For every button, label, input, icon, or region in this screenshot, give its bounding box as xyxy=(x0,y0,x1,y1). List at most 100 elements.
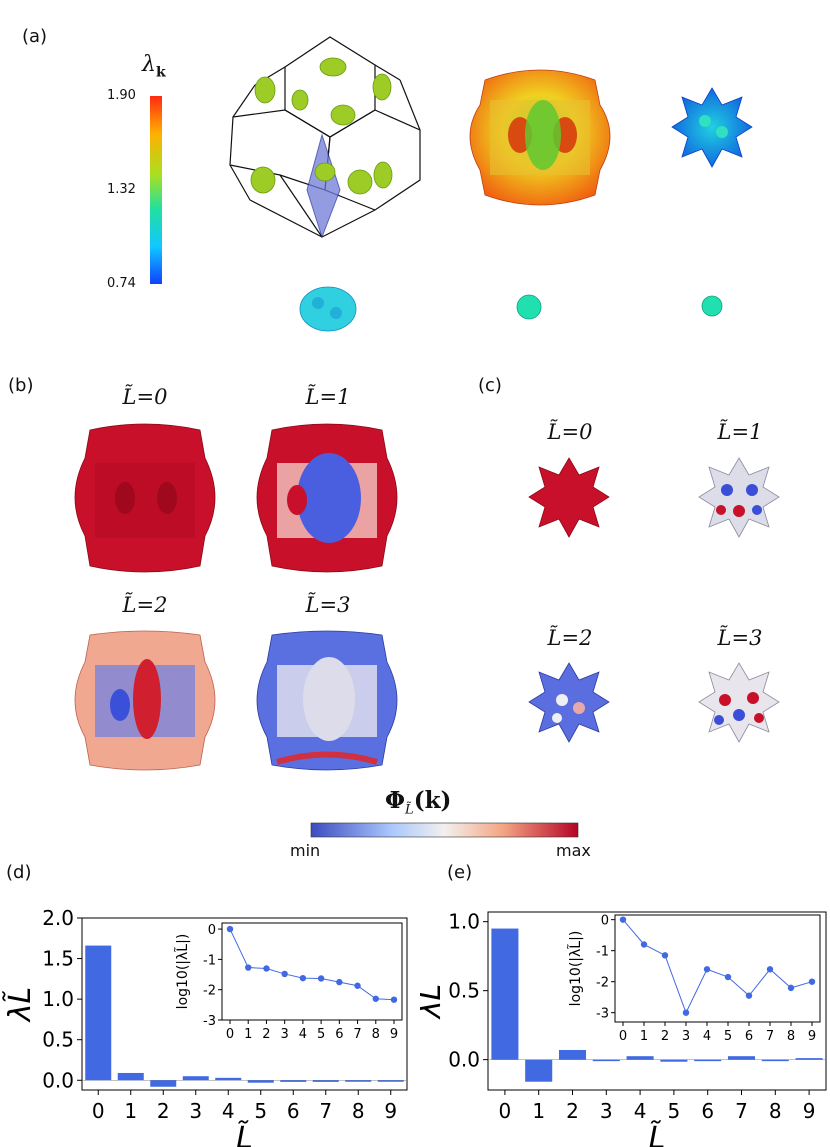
panel-b-title-1: L̃=1 xyxy=(305,385,351,409)
chart-e-inset-line xyxy=(622,919,813,1014)
chart-e-xtick-label: 3 xyxy=(600,1099,613,1123)
chart-e: 0.00.51.00 1 2 3 4 5 6 7 8 9λL̃L̃0-1-2-30 1 2 3 4 5 6 7 8… xyxy=(420,910,827,1147)
chart-e-inset-xtick-label: 5 xyxy=(724,1029,732,1044)
brillouin-zone xyxy=(229,36,421,239)
chart-e-inset-point-4 xyxy=(703,966,711,973)
chart-d-inset-xtick-label: 6 xyxy=(335,1027,343,1042)
cb-tick-bottom: 0.74 xyxy=(107,276,136,291)
lambda-colorbar xyxy=(150,96,162,284)
chart-d-bar-3 xyxy=(182,1076,209,1081)
chart-e-inset-xtick-label: 2 xyxy=(661,1029,669,1044)
chart-e-inset-xtick-label: 1 xyxy=(640,1029,648,1044)
chart-e-inset-point-5 xyxy=(724,973,732,981)
phi-colorbar-max: max xyxy=(556,841,591,860)
chart-e-bar-7 xyxy=(727,1056,756,1060)
phi-colorbar-label: ΦL̃(k) xyxy=(385,787,452,818)
chart-d-bar-0 xyxy=(85,945,112,1081)
chart-d-inset-line xyxy=(229,928,395,1001)
chart-d-inset-point-2 xyxy=(263,965,270,972)
chart-d: 0.00.51.01.52.00 1 2 3 4 5 6 7 8 9λL̃L̃0-1-2-30 1 2… xyxy=(3,906,408,1147)
chart-d-xtick-label: 0 xyxy=(92,1099,105,1123)
chart-d-inset-xtick-label: 5 xyxy=(317,1027,325,1042)
panel-b-title-0: L̃=0 xyxy=(122,385,168,409)
chart-e-inset-point-9 xyxy=(808,978,816,985)
eigenfunction-c-3 xyxy=(698,662,780,743)
chart-d-bar-6 xyxy=(280,1080,307,1082)
fermi-surface-small-2 xyxy=(516,294,542,320)
chart-e-xlabel: L̃ xyxy=(649,1121,666,1147)
chart-d-xtick-label: 9 xyxy=(384,1099,397,1123)
panel-label-e: (e) xyxy=(447,862,473,883)
chart-e-inset-point-7 xyxy=(766,966,774,973)
fermi-surface-small-3 xyxy=(701,295,723,317)
chart-d-ylabel: λL̃ xyxy=(3,987,38,1023)
chart-e-inset-point-0 xyxy=(619,916,627,923)
chart-e-bar-2 xyxy=(558,1049,587,1060)
chart-e-bar-8 xyxy=(761,1059,789,1062)
chart-d-inset-xtick-label: 1 xyxy=(244,1027,252,1042)
chart-e-inset-ytick-label: -2 xyxy=(596,976,609,991)
chart-e-ytick-label: 0.5 xyxy=(448,979,480,1003)
fermi-surface-large xyxy=(469,69,611,206)
chart-d-ytick-label: 1.5 xyxy=(42,947,74,971)
cb-tick-top: 1.90 xyxy=(107,88,136,103)
chart-d-xtick-label: 4 xyxy=(222,1099,235,1123)
chart-e-xtick-label: 8 xyxy=(769,1099,782,1123)
panel-c-title-3: L̃=3 xyxy=(717,626,763,650)
chart-e-inset-point-8 xyxy=(787,984,795,992)
chart-d-inset-ytick-label: 0 xyxy=(208,923,216,938)
chart-e-inset-ytick-label: -3 xyxy=(596,1007,609,1022)
chart-e-inset-xtick-label: 7 xyxy=(766,1029,774,1044)
chart-e-xtick-label: 0 xyxy=(499,1099,512,1123)
chart-d-xtick-label: 3 xyxy=(189,1099,202,1123)
eigenfunction-b-1 xyxy=(256,423,398,573)
chart-d-inset-point-4 xyxy=(299,974,307,982)
chart-e-inset-point-1 xyxy=(640,941,648,948)
panel-c-title-0: L̃=0 xyxy=(547,420,593,444)
chart-d-bar-7 xyxy=(312,1080,339,1082)
chart-e-inset-ylabel: log10(|λL̃|) xyxy=(567,931,584,1007)
panel-c-title-2: L̃=2 xyxy=(547,626,593,650)
lambda-colorbar-gradient xyxy=(150,96,162,284)
chart-e-inset-xtick-label: 4 xyxy=(703,1029,711,1044)
phi-colorbar xyxy=(310,822,579,838)
chart-d-inset-xtick-label: 3 xyxy=(281,1027,289,1042)
chart-e-ylabel: λL̃ xyxy=(420,984,448,1020)
chart-d-inset-point-5 xyxy=(317,975,325,982)
chart-e-xtick-label: 6 xyxy=(701,1099,714,1123)
chart-e-bar-1 xyxy=(525,1059,553,1082)
chart-e-inset-xtick-label: 8 xyxy=(787,1029,795,1044)
eigenfunction-c-2 xyxy=(528,662,610,743)
chart-e-inset-point-3 xyxy=(682,1009,690,1016)
chart-d-inset-point-3 xyxy=(281,970,288,978)
chart-d-ytick-label: 0.0 xyxy=(42,1068,74,1092)
chart-d-xtick-label: 1 xyxy=(124,1099,137,1123)
chart-e-xtick-label: 7 xyxy=(735,1099,748,1123)
chart-d-ytick-label: 2.0 xyxy=(42,906,74,930)
chart-e-ytick-label: 0.0 xyxy=(448,1048,480,1072)
chart-d-inset-xtick-label: 4 xyxy=(299,1027,307,1042)
chart-d-xtick-label: 6 xyxy=(287,1099,300,1123)
chart-e-frame xyxy=(487,911,827,1091)
eigenfunction-c-0 xyxy=(528,457,610,538)
chart-d-inset-ytick-label: -3 xyxy=(203,1014,216,1029)
chart-d-xtick-label: 5 xyxy=(254,1099,267,1123)
chart-d-frame xyxy=(81,917,408,1091)
chart-d-bar-5 xyxy=(247,1080,274,1083)
chart-d-inset-ytick-label: -2 xyxy=(203,984,216,999)
chart-d-inset-xtick-label: 8 xyxy=(372,1027,380,1042)
chart-d-ytick-label: 0.5 xyxy=(42,1028,74,1052)
chart-d-inset-ylabel: log10(|λL̃|) xyxy=(174,934,191,1010)
chart-d-inset-ytick-label: -1 xyxy=(203,953,216,968)
panel-label-a: (a) xyxy=(22,26,48,47)
chart-d-inset-point-1 xyxy=(245,964,252,971)
chart-d-xtick-label: 7 xyxy=(319,1099,332,1123)
eigenfunction-b-2 xyxy=(74,630,216,771)
chart-e-xtick-label: 2 xyxy=(566,1099,579,1123)
chart-e-inset-point-2 xyxy=(661,952,669,959)
chart-e-xtick-label: 1 xyxy=(532,1099,545,1123)
panel-label-d: (d) xyxy=(6,862,32,883)
chart-e-xtick-label: 9 xyxy=(803,1099,816,1123)
chart-d-bar-4 xyxy=(215,1077,242,1081)
chart-d-inset-point-8 xyxy=(372,995,379,1002)
